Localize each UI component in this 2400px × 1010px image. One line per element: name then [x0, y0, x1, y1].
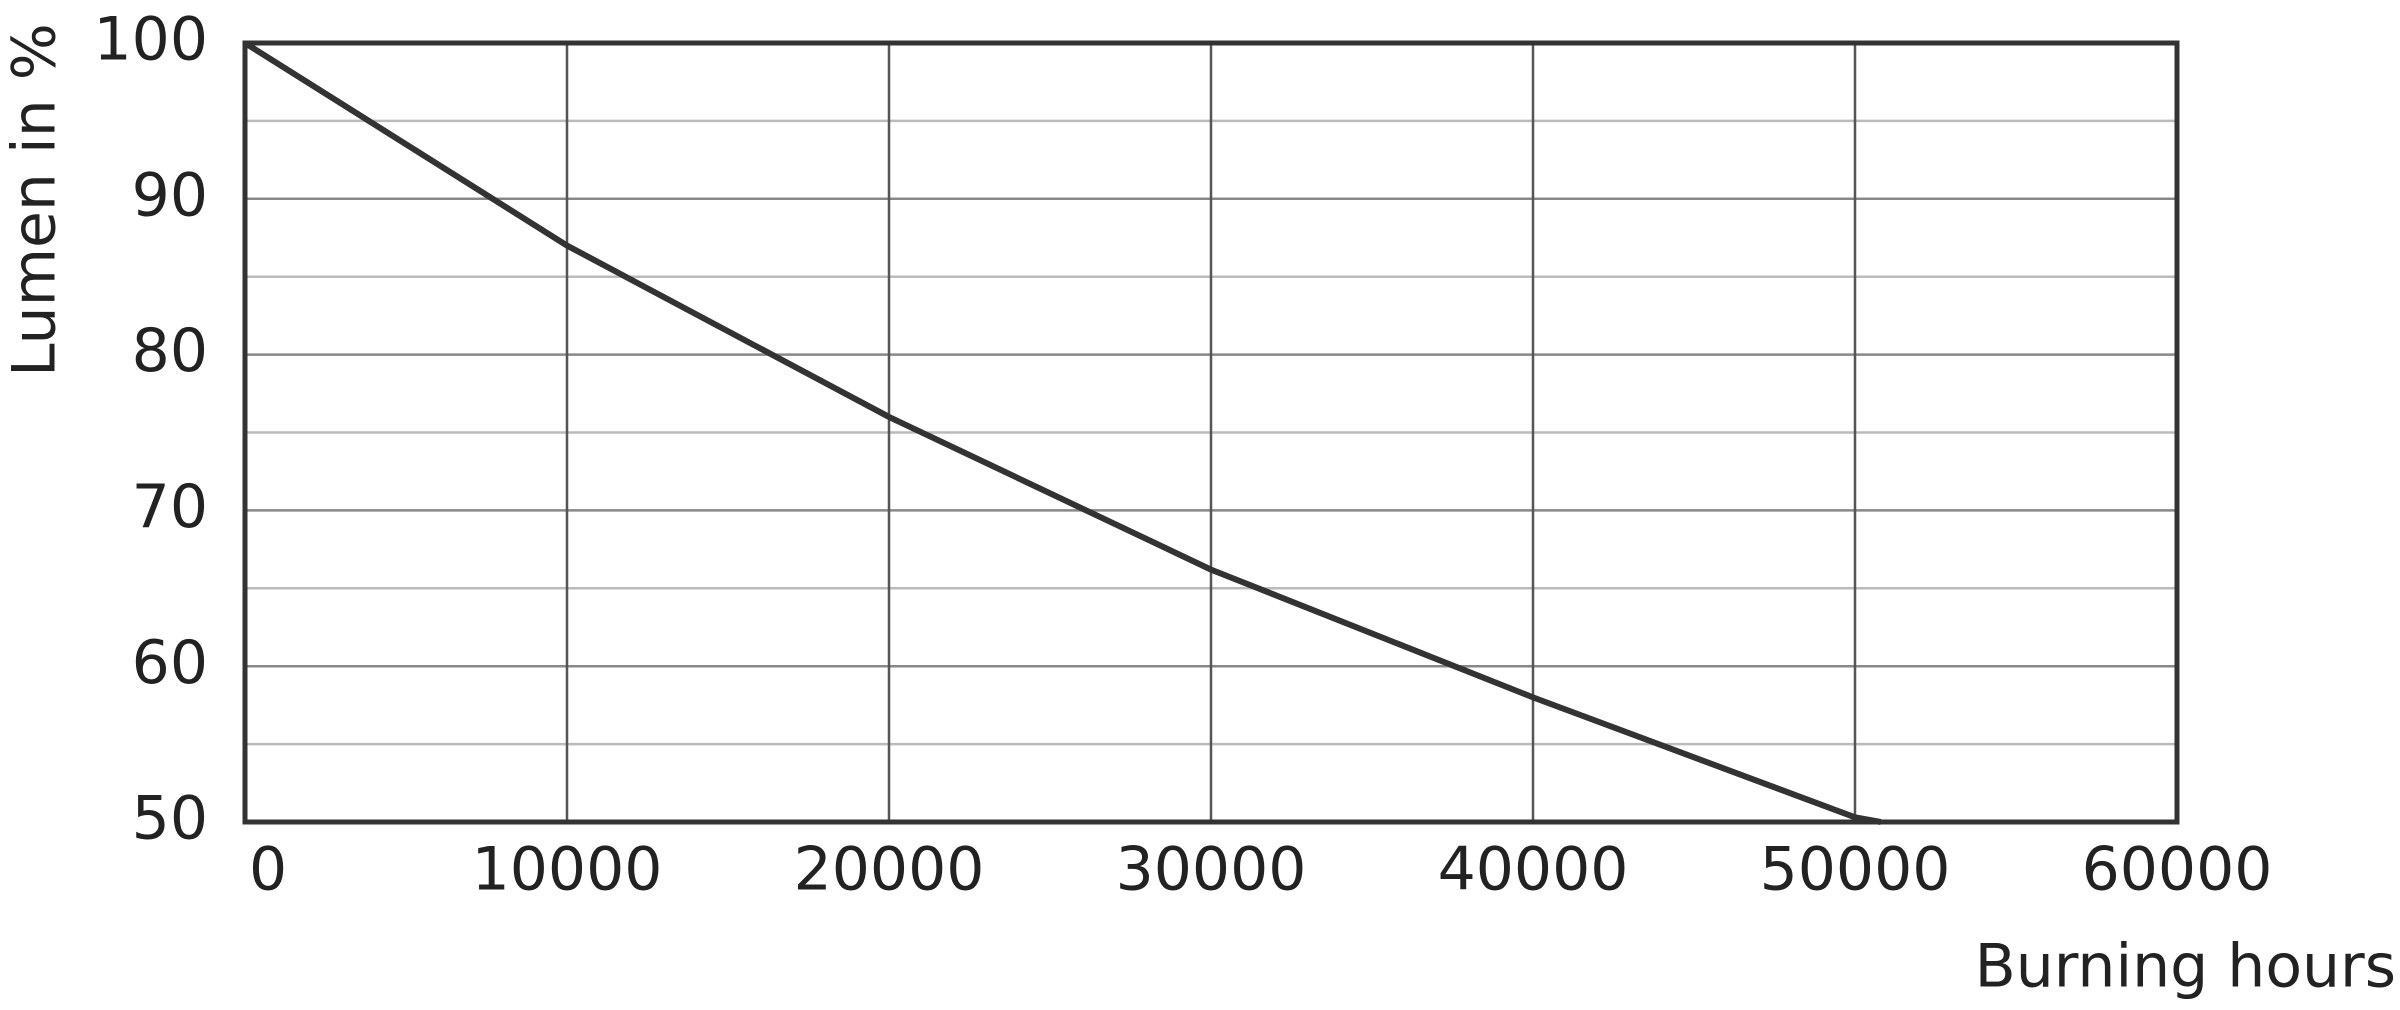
x-tick-label: 0 [249, 835, 287, 905]
y-tick-label: 80 [132, 316, 208, 386]
x-tick-label: 50000 [1760, 835, 1951, 905]
x-tick-label: 20000 [794, 835, 985, 905]
data-line [243, 40, 1882, 825]
y-tick-label: 50 [132, 784, 208, 854]
y-tick-label: 90 [132, 160, 208, 230]
x-tick-label: 60000 [2082, 835, 2273, 905]
x-tick-label: 10000 [472, 835, 663, 905]
y-axis-label: Lumen in % [0, 23, 70, 377]
x-axis-label: Burning hours [1975, 932, 2396, 1002]
y-tick-label: 70 [132, 472, 208, 542]
x-tick-label: 30000 [1116, 835, 1307, 905]
plot-frame [242, 40, 2180, 825]
y-tick-label: 60 [132, 628, 208, 698]
y-tick-label: 100 [93, 5, 208, 75]
x-tick-label: 40000 [1438, 835, 1629, 905]
